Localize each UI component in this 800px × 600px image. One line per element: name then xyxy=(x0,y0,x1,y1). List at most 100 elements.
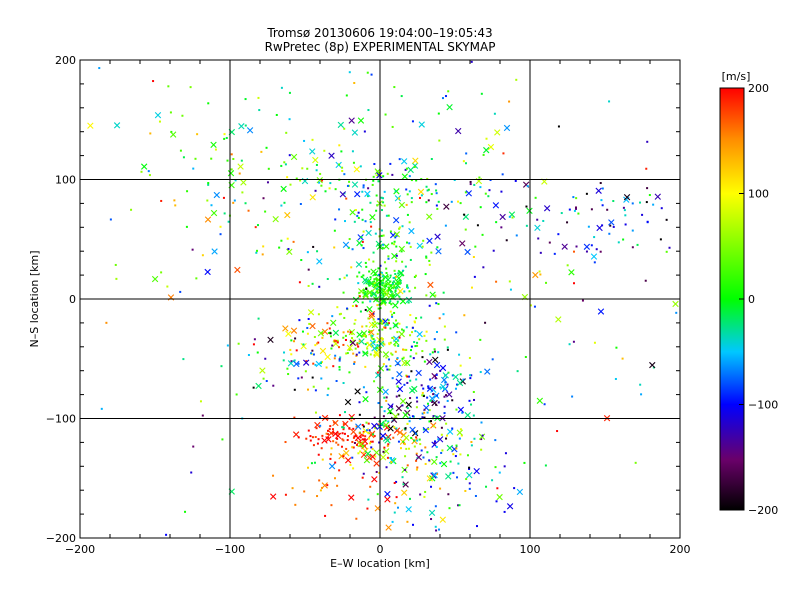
data-point-dot xyxy=(385,356,388,359)
data-point-dot xyxy=(492,249,495,252)
data-point-dot xyxy=(316,442,319,445)
data-point-dot xyxy=(333,340,336,343)
data-point-cross xyxy=(321,328,329,335)
data-point-dot xyxy=(344,411,347,414)
data-point-dot xyxy=(452,471,455,474)
data-point-dot xyxy=(609,224,612,227)
data-point-dot xyxy=(278,246,281,249)
data-point-dot xyxy=(385,214,388,217)
data-point-dot xyxy=(186,190,189,193)
data-point-dot xyxy=(353,362,356,365)
data-point-cross xyxy=(387,292,394,299)
data-point-dot xyxy=(330,504,333,507)
data-point-cross xyxy=(409,426,416,433)
data-point-dot xyxy=(287,373,290,376)
data-point-cross xyxy=(280,185,287,193)
data-point-dot xyxy=(390,303,393,306)
data-point-dot xyxy=(336,431,339,434)
data-point-dot xyxy=(409,379,412,382)
data-point-cross xyxy=(395,274,403,282)
data-point-dot xyxy=(342,343,345,346)
data-point-dot xyxy=(465,478,468,481)
data-point-dot xyxy=(348,371,351,374)
data-point-dot xyxy=(408,416,411,419)
data-point-dot xyxy=(354,319,357,322)
data-point-dot xyxy=(391,242,394,245)
data-point-dot xyxy=(380,271,383,274)
data-point-dot xyxy=(222,196,225,199)
data-point-dot xyxy=(355,517,358,520)
data-point-dot xyxy=(381,322,384,325)
data-point-cross xyxy=(417,188,425,196)
data-point-dot xyxy=(314,189,317,192)
data-point-dot xyxy=(426,177,429,180)
data-point-dot xyxy=(394,273,397,276)
data-point-dot xyxy=(340,445,343,448)
data-point-dot xyxy=(426,189,429,192)
data-point-dot xyxy=(373,380,376,383)
data-point-dot xyxy=(475,525,478,528)
data-point-dot xyxy=(395,254,398,257)
data-point-dot xyxy=(312,444,315,447)
data-point-dot xyxy=(355,305,358,308)
data-point-dot xyxy=(457,200,460,203)
data-point-dot xyxy=(382,326,385,329)
data-point-cross xyxy=(355,261,363,268)
data-point-dot xyxy=(645,167,648,170)
data-point-dot xyxy=(462,160,465,163)
data-point-dot xyxy=(646,140,649,143)
data-point-dot xyxy=(393,426,396,429)
data-point-dot xyxy=(318,479,321,482)
data-point-cross xyxy=(349,209,356,216)
data-point-dot xyxy=(369,440,372,443)
data-point-dot xyxy=(624,214,627,217)
data-point-dot xyxy=(391,283,394,286)
data-point-dot xyxy=(347,435,350,438)
data-point-dot xyxy=(421,391,424,394)
data-point-dot xyxy=(365,429,368,432)
data-point-dot xyxy=(575,245,578,248)
data-point-dot xyxy=(407,375,410,378)
data-point-dot xyxy=(371,440,374,443)
data-point-cross xyxy=(386,408,394,415)
data-point-dot xyxy=(470,60,473,63)
data-point-dot xyxy=(434,377,437,380)
data-point-cross xyxy=(392,302,399,309)
data-point-cross xyxy=(623,194,631,201)
data-point-dot xyxy=(360,433,363,436)
data-point-dot xyxy=(264,210,267,213)
data-point-dot xyxy=(482,266,485,269)
data-point-dot xyxy=(480,448,483,451)
data-point-dot xyxy=(420,194,423,197)
data-point-dot xyxy=(358,271,361,274)
data-point-dot xyxy=(326,277,329,280)
data-point-dot xyxy=(181,114,184,117)
data-point-dot xyxy=(378,471,381,474)
data-point-dot xyxy=(382,295,385,298)
data-point-dot xyxy=(375,290,378,293)
data-point-dot xyxy=(525,224,528,227)
data-point-cross xyxy=(375,240,383,248)
data-point-cross xyxy=(446,444,453,452)
data-point-cross xyxy=(427,281,434,289)
data-point-dot xyxy=(370,73,373,76)
data-point-dot xyxy=(431,401,434,404)
data-point-cross xyxy=(383,243,390,250)
data-point-dot xyxy=(364,290,367,293)
data-point-cross xyxy=(357,117,365,124)
x-tick-label: 100 xyxy=(520,543,541,556)
data-point-dot xyxy=(404,265,407,268)
data-point-dot xyxy=(317,313,320,316)
data-point-dot xyxy=(266,181,269,184)
data-point-dot xyxy=(386,323,389,326)
data-point-dot xyxy=(484,321,487,324)
data-point-dot xyxy=(408,221,411,224)
data-point-dot xyxy=(362,247,365,250)
data-point-dot xyxy=(207,183,210,186)
data-point-dot xyxy=(100,407,103,410)
data-point-dot xyxy=(325,366,328,369)
data-point-dot xyxy=(318,181,321,184)
data-point-dot xyxy=(381,284,384,287)
data-point-dot xyxy=(331,428,334,431)
data-point-dot xyxy=(443,405,446,408)
